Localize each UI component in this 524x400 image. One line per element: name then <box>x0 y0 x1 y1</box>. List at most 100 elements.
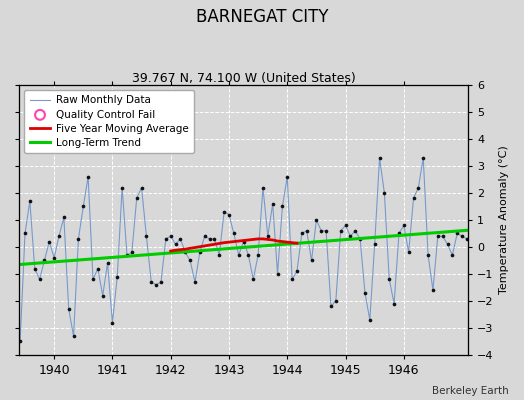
Five Year Moving Average <box>255 236 261 241</box>
Point <box>94 265 102 272</box>
Point <box>30 265 39 272</box>
Five Year Moving Average <box>284 240 290 244</box>
Point <box>317 228 325 234</box>
Point <box>322 228 330 234</box>
Point <box>405 249 413 256</box>
Five Year Moving Average <box>289 240 295 245</box>
Point <box>274 271 282 277</box>
Point <box>69 333 78 339</box>
Point <box>424 252 432 258</box>
Raw Monthly Data <box>7 199 14 204</box>
Point <box>157 279 165 285</box>
Point <box>6 198 15 204</box>
Point <box>191 279 199 285</box>
Point <box>26 198 34 204</box>
Point <box>463 236 471 242</box>
Point <box>235 252 243 258</box>
Point <box>400 222 408 228</box>
Point <box>45 238 53 245</box>
Title: 39.767 N, 74.100 W (United States): 39.767 N, 74.100 W (United States) <box>132 72 355 85</box>
Point <box>11 230 19 237</box>
Point <box>195 249 204 256</box>
Raw Monthly Data <box>17 339 23 344</box>
Line: Five Year Moving Average: Five Year Moving Average <box>171 239 297 251</box>
Point <box>108 319 117 326</box>
Point <box>55 233 63 239</box>
Five Year Moving Average <box>269 238 276 242</box>
Five Year Moving Average <box>187 246 193 251</box>
Point <box>390 300 398 307</box>
Point <box>327 303 335 310</box>
Point <box>341 222 350 228</box>
Point <box>84 174 92 180</box>
Point <box>133 195 141 202</box>
Point <box>409 195 418 202</box>
Five Year Moving Average <box>168 249 174 254</box>
Point <box>64 306 73 312</box>
Point <box>79 203 88 210</box>
Five Year Moving Average <box>177 247 183 252</box>
Point <box>215 252 223 258</box>
Five Year Moving Average <box>196 244 203 249</box>
Point <box>419 155 428 161</box>
Point <box>312 217 321 223</box>
Point <box>220 209 228 215</box>
Five Year Moving Average <box>260 236 266 241</box>
Five Year Moving Average <box>172 248 179 253</box>
Point <box>50 254 58 261</box>
Point <box>366 317 374 323</box>
Point <box>60 214 68 220</box>
Point <box>147 279 156 285</box>
Five Year Moving Average <box>265 237 271 242</box>
Point <box>453 230 462 237</box>
Point <box>259 184 267 191</box>
Point <box>380 190 389 196</box>
Point <box>128 249 136 256</box>
Point <box>21 230 29 237</box>
Raw Monthly Data <box>143 234 149 238</box>
Five Year Moving Average <box>202 244 208 248</box>
Point <box>152 282 160 288</box>
Raw Monthly Data <box>211 236 217 241</box>
Five Year Moving Average <box>241 238 247 243</box>
Raw Monthly Data <box>260 185 266 190</box>
Point <box>40 257 49 264</box>
Point <box>395 230 403 237</box>
Point <box>249 276 257 282</box>
Five Year Moving Average <box>236 239 242 244</box>
Point <box>458 233 466 239</box>
Raw Monthly Data <box>245 253 252 258</box>
Point <box>439 233 447 239</box>
Point <box>288 276 296 282</box>
Point <box>293 268 301 274</box>
Point <box>230 230 238 237</box>
Point <box>244 252 253 258</box>
Point <box>74 236 83 242</box>
Point <box>89 276 97 282</box>
Point <box>467 241 476 248</box>
Point <box>283 174 291 180</box>
Five Year Moving Average <box>221 240 227 245</box>
Point <box>142 233 150 239</box>
Point <box>308 257 316 264</box>
Point <box>205 236 214 242</box>
Point <box>103 260 112 266</box>
Point <box>137 184 146 191</box>
Point <box>351 228 359 234</box>
Five Year Moving Average <box>275 239 281 244</box>
Point <box>210 236 219 242</box>
Five Year Moving Average <box>250 237 256 242</box>
Raw Monthly Data <box>468 242 475 247</box>
Five Year Moving Average <box>216 241 222 246</box>
Text: Berkeley Earth: Berkeley Earth <box>432 386 508 396</box>
Point <box>268 200 277 207</box>
Point <box>443 241 452 248</box>
Point <box>254 252 263 258</box>
Point <box>434 233 442 239</box>
Point <box>201 233 209 239</box>
Point <box>225 211 233 218</box>
Point <box>298 230 306 237</box>
Point <box>186 257 194 264</box>
Point <box>181 249 190 256</box>
Raw Monthly Data <box>440 234 446 238</box>
